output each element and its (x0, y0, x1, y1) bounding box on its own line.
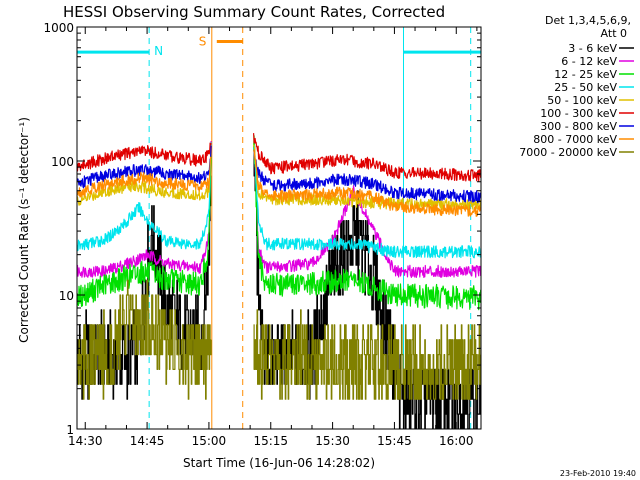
saa-marker-label: S (199, 34, 207, 48)
x-tick-label: 14:30 (68, 434, 103, 448)
night-marker-label: N (154, 44, 163, 58)
y-axis-label: Corrected Count Rate (s⁻¹ detector⁻¹) (17, 117, 31, 343)
y-tick-label: 100 (51, 155, 74, 169)
legend-header-line-2: Att 0 (601, 27, 627, 40)
plot-frame (76, 26, 482, 430)
generation-timestamp: 23-Feb-2010 19:40 (560, 469, 636, 478)
series-line (77, 140, 481, 278)
y-tick-label: 10 (59, 289, 74, 303)
series-line (77, 279, 481, 400)
legend-entry-label: 100 - 300 keV (540, 107, 617, 120)
series-line (77, 142, 481, 259)
legend-entry-label: 25 - 50 keV (554, 81, 617, 94)
legend-entry-label: 800 - 7000 keV (533, 133, 617, 146)
x-tick-label: 15:15 (253, 434, 288, 448)
y-tick-label: 1000 (43, 21, 74, 35)
legend-entry-label: 300 - 800 keV (540, 120, 617, 133)
legend-entry-label: 7000 - 20000 keV (519, 146, 617, 159)
legend-entry-label: 6 - 12 keV (561, 55, 617, 68)
x-tick-label: 15:30 (315, 434, 350, 448)
y-tick-label: 1 (66, 423, 74, 437)
legend-entry-label: 12 - 25 keV (554, 68, 617, 81)
legend-entry-label: 3 - 6 keV (568, 42, 617, 55)
x-tick-label: 14:45 (130, 434, 165, 448)
chart-title: HESSI Observing Summary Count Rates, Cor… (63, 3, 445, 21)
x-axis-label: Start Time (16-Jun-06 14:28:02) (183, 456, 375, 470)
x-tick-label: 15:45 (377, 434, 412, 448)
series-line (77, 135, 481, 311)
legend-entry-label: 50 - 100 keV (547, 94, 617, 107)
series-line (77, 149, 481, 217)
series-line (77, 133, 481, 182)
x-tick-label: 16:00 (439, 434, 474, 448)
legend-header-line-1: Det 1,3,4,5,6,9, (545, 14, 631, 27)
x-tick-label: 15:00 (192, 434, 227, 448)
